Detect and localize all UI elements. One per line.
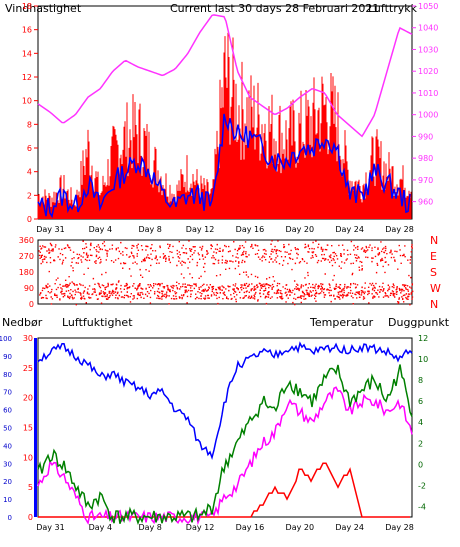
compass-label: E — [430, 250, 437, 263]
temperature-axis-label: Temperatur — [309, 316, 374, 329]
temp-tick-label: 6 — [418, 397, 423, 406]
right-tick-label: 1040 — [418, 24, 438, 33]
direction-tick-label: 360 — [19, 236, 34, 245]
left-tick-label: 0 — [27, 215, 32, 224]
wind-average-series — [37, 113, 411, 219]
x-tick-label: Day 20 — [286, 523, 315, 532]
humidity-temp-panel: Nedbør Luftfuktighet Temperatur Duggpunk… — [0, 316, 450, 532]
x-tick-label: Day 4 — [89, 523, 112, 532]
x-tick-label: Day 28 — [385, 523, 414, 532]
temp-tick-label: -2 — [418, 481, 426, 490]
left-tick-label: 18 — [22, 2, 32, 11]
rain-tick-label: 0 — [28, 513, 33, 522]
rain-tick-label: 30 — [23, 334, 33, 343]
right-tick-label: 1020 — [418, 67, 438, 76]
rain-tick-label: 10 — [23, 453, 33, 462]
left-tick-label: 2 — [27, 191, 32, 200]
rain-tick-label: 25 — [23, 364, 33, 373]
humidity-axis-label: Luftfuktighet — [62, 316, 133, 329]
right-tick-label: 1010 — [418, 89, 438, 98]
humidity-tick-label: 80 — [3, 371, 12, 379]
left-tick-label: 6 — [27, 144, 32, 153]
x-tick-label: Day 31 — [36, 225, 65, 234]
x-tick-label: Day 16 — [236, 523, 265, 532]
left-tick-label: 8 — [27, 120, 32, 129]
temperature-series — [37, 364, 413, 526]
temp-tick-label: 2 — [418, 439, 423, 448]
x-tick-label: Day 4 — [89, 225, 112, 234]
rain-axis-bar — [34, 338, 37, 517]
left-tick-label: 14 — [22, 49, 32, 58]
temp-tick-label: 10 — [418, 355, 428, 364]
pressure-axis-label: Lufttrykk — [368, 2, 418, 15]
rain-tick-label: 20 — [23, 394, 33, 403]
right-tick-label: 1030 — [418, 45, 438, 54]
right-tick-label: 1050 — [418, 2, 438, 11]
rain-axis-label: Nedbør — [2, 316, 43, 329]
wind-direction-frame — [37, 239, 413, 305]
direction-tick-label: 0 — [29, 300, 34, 309]
x-tick-label: Day 8 — [138, 523, 161, 532]
humidity-tick-label: 10 — [3, 496, 12, 504]
left-tick-label: 4 — [27, 168, 32, 177]
right-tick-label: 990 — [418, 132, 433, 141]
humidity-tick-label: 30 — [3, 460, 12, 468]
x-tick-label: Day 20 — [286, 225, 315, 234]
temp-tick-label: 0 — [418, 460, 423, 469]
rain-tick-label: 5 — [28, 483, 33, 492]
pressure-series — [37, 14, 413, 138]
compass-label: N — [430, 298, 438, 311]
rain-series — [38, 462, 410, 518]
humidity-tick-label: 70 — [3, 389, 12, 397]
temp-tick-label: -4 — [418, 502, 426, 511]
temp-tick-label: 4 — [418, 418, 423, 427]
right-tick-label: 980 — [418, 154, 433, 163]
wind-max-series — [37, 32, 412, 219]
right-tick-label: 1000 — [418, 111, 438, 120]
compass-label: S — [430, 266, 437, 279]
temp-tick-label: 8 — [418, 376, 423, 385]
direction-tick-label: 270 — [19, 252, 34, 261]
x-tick-label: Day 24 — [335, 225, 364, 234]
right-tick-label: 970 — [418, 176, 433, 185]
humidity-series — [37, 341, 413, 461]
left-tick-label: 12 — [22, 73, 32, 82]
humidity-tick-label: 0 — [8, 514, 12, 522]
rain-tick-label: 15 — [23, 424, 33, 433]
direction-tick-label: 180 — [19, 268, 34, 277]
wind-pressure-panel: Vindhastighet Current last 30 days 28 Fe… — [5, 2, 438, 234]
humidity-tick-label: 40 — [3, 442, 12, 450]
x-tick-label: Day 28 — [385, 225, 414, 234]
humidity-tick-label: 50 — [3, 425, 12, 433]
wind-speed-axis-label: Vindhastighet — [5, 2, 82, 15]
humidity-tick-label: 100 — [0, 335, 12, 343]
x-tick-label: Day 16 — [236, 225, 265, 234]
right-tick-label: 960 — [418, 198, 433, 207]
dewpoint-axis-label: Duggpunkt — [388, 316, 450, 329]
x-tick-label: Day 12 — [186, 523, 215, 532]
humidity-tick-label: 20 — [3, 478, 12, 486]
compass-label: W — [430, 282, 441, 295]
humidity-tick-label: 60 — [3, 407, 12, 415]
humidity-tick-label: 90 — [3, 353, 12, 361]
x-tick-label: Day 24 — [335, 523, 364, 532]
temp-tick-label: 12 — [418, 334, 428, 343]
compass-label: N — [430, 234, 438, 247]
left-tick-label: 10 — [22, 97, 32, 106]
x-tick-label: Day 8 — [138, 225, 161, 234]
direction-tick-label: 90 — [24, 284, 34, 293]
left-tick-label: 16 — [22, 26, 32, 35]
x-tick-label: Day 31 — [36, 523, 65, 532]
chart-title: Current last 30 days 28 Februari 2021 — [170, 2, 379, 15]
x-tick-label: Day 12 — [186, 225, 215, 234]
